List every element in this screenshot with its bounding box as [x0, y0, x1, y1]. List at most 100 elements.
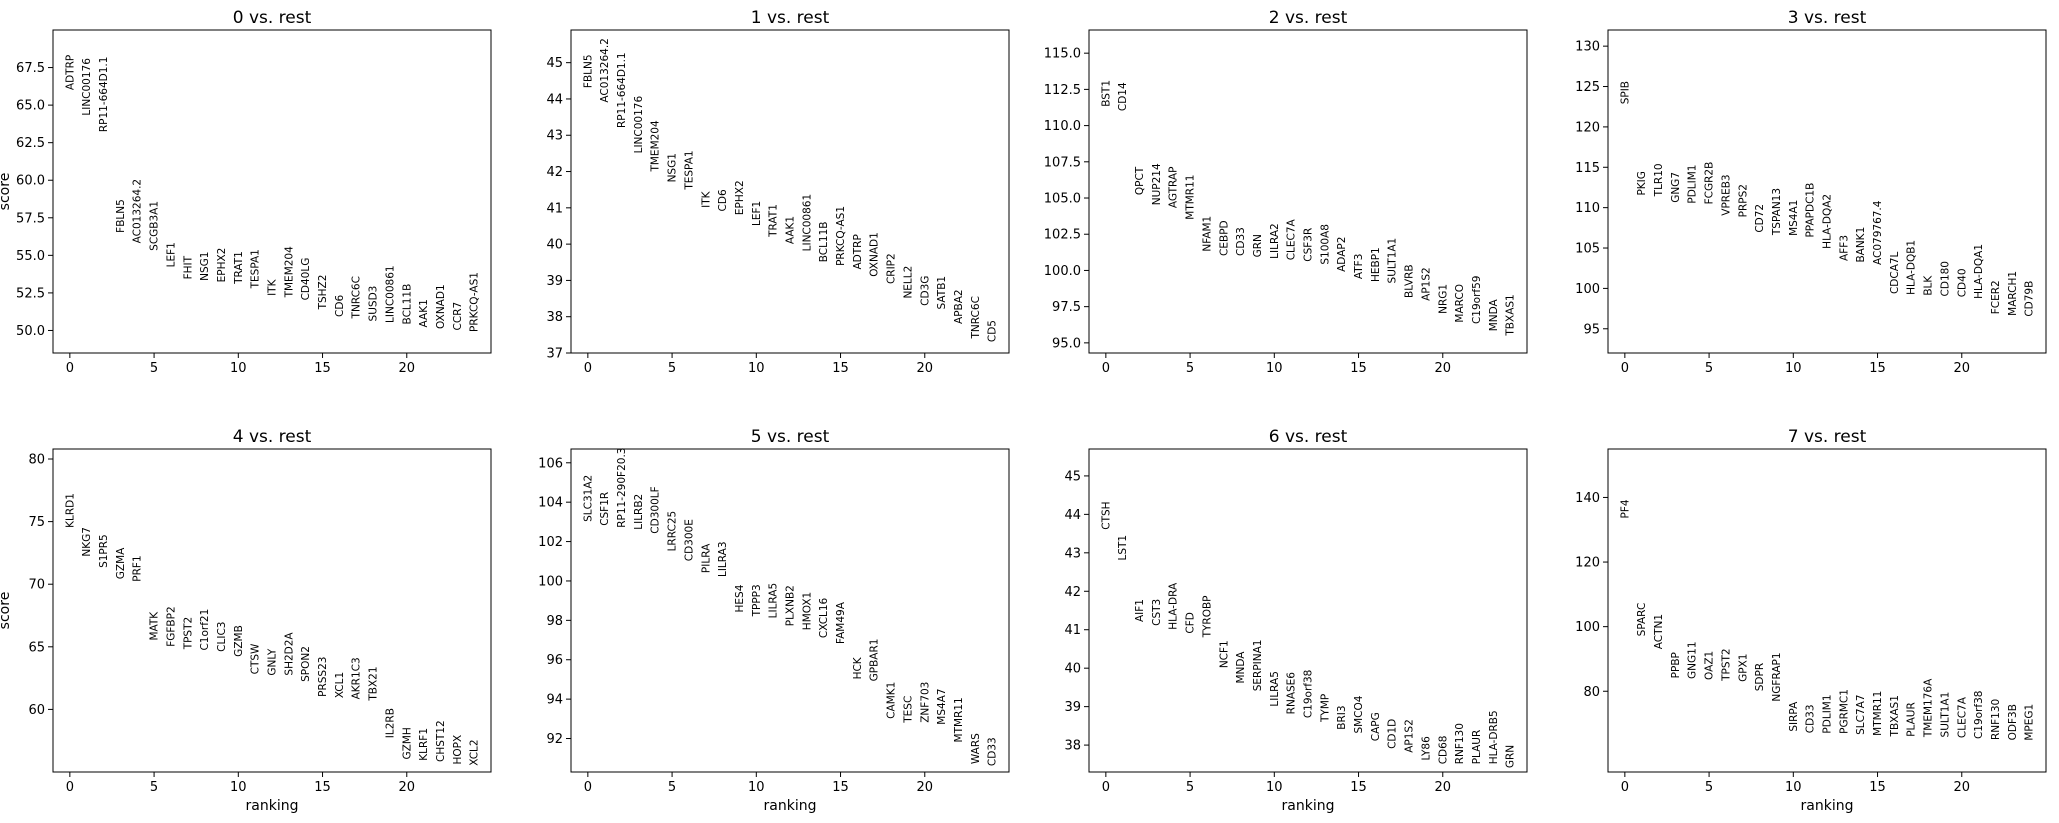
gene-label: HOPX [452, 735, 464, 765]
gene-label: SH2D2A [283, 632, 295, 676]
y-tick-label: 70 [28, 578, 45, 593]
gene-label: CSF3R [1303, 228, 1315, 262]
gene-label: QPCT [1134, 166, 1146, 195]
y-tick-label: 39 [546, 274, 563, 289]
gene-label: LILRA5 [1269, 671, 1281, 707]
gene-label: MPEG1 [2024, 704, 2036, 741]
gene-label: ATF3 [1353, 254, 1365, 280]
y-tick-label: 105 [1575, 242, 1600, 257]
gene-label: ITK [700, 190, 712, 208]
gene-label: LST1 [1117, 535, 1129, 561]
gene-label: SULT1A1 [1939, 692, 1951, 738]
x-tick-label: 15 [1869, 780, 1886, 795]
x-tick-label: 15 [1869, 361, 1886, 376]
y-tick-label: 45 [546, 56, 563, 71]
y-tick-label: 38 [1064, 739, 1081, 754]
gene-label: EPHX2 [734, 180, 746, 215]
y-tick-label: 43 [1064, 546, 1081, 561]
x-tick-label: 10 [1785, 780, 1802, 795]
panel-title: 1 vs. rest [751, 8, 830, 28]
gene-label: LRRC25 [667, 511, 679, 552]
y-tick-label: 52.5 [16, 286, 45, 301]
gene-label: GZMA [115, 547, 127, 579]
gene-label: NRG1 [1437, 284, 1449, 314]
y-tick-label: 38 [546, 310, 563, 325]
y-tick-label: 96 [546, 653, 563, 668]
gene-label: CAMK1 [886, 682, 898, 719]
gene-label: TSPAN13 [1771, 188, 1783, 236]
gene-label: APBA2 [953, 289, 965, 324]
gene-label: RNF130 [1454, 723, 1466, 764]
gene-label: NELL2 [902, 266, 914, 299]
gene-label: BRI3 [1336, 705, 1348, 729]
panel-title: 0 vs. rest [233, 8, 312, 28]
gene-label: PPBP [1670, 652, 1682, 678]
gene-label: NKG7 [81, 527, 93, 557]
x-tick-label: 5 [1186, 361, 1194, 376]
gene-label: HLA-DRA [1168, 582, 1180, 630]
x-tick-label: 15 [832, 361, 849, 376]
gene-label: MNDA [1235, 651, 1247, 684]
x-tick-label: 10 [1266, 361, 1283, 376]
gene-label: LILRA5 [768, 583, 780, 619]
x-tick-label: 5 [1705, 361, 1713, 376]
gene-label: CD14 [1117, 82, 1129, 111]
y-tick-label: 112.5 [1044, 83, 1081, 98]
y-tick-label: 100 [1575, 282, 1600, 297]
gene-label: NFAM1 [1201, 216, 1213, 252]
x-tick-label: 5 [668, 361, 676, 376]
x-tick-label: 10 [748, 361, 765, 376]
x-tick-label: 20 [398, 361, 415, 376]
gene-label: AC013264.2 [132, 179, 144, 243]
y-tick-label: 80 [28, 453, 45, 468]
y-tick-label: 40 [1064, 662, 1081, 677]
panel-4: 4 vs. rest 0 5 10 15 20 60 65 70 75 80 score ranking… [0, 427, 492, 814]
gene-label: HLA-DQB1 [1906, 240, 1918, 295]
gene-label: MARCO [1454, 284, 1466, 323]
panel-title: 7 vs. rest [1788, 427, 1867, 447]
x-tick-label: 0 [1621, 780, 1629, 795]
gene-label: IL2RB [384, 708, 396, 738]
gene-label: TLR10 [1653, 163, 1665, 197]
gene-label: OXNAD1 [435, 284, 447, 329]
gene-label: LILRA2 [1269, 223, 1281, 259]
gene-label: CDCA7L [1889, 251, 1901, 294]
y-tick-label: 100.0 [1044, 264, 1081, 279]
gene-label: EPHX2 [216, 248, 228, 283]
gene-label: CD40LG [300, 258, 312, 301]
gene-label: CLEC7A [1286, 218, 1298, 260]
y-tick-label: 57.5 [16, 211, 45, 226]
gene-label: TSHZ2 [317, 275, 329, 311]
gene-label: CTSW [250, 643, 262, 674]
gene-label: TPST2 [1720, 648, 1732, 682]
gene-label: CD33 [987, 737, 999, 766]
gene-label: XCL1 [334, 672, 346, 698]
gene-label: WARS [970, 733, 982, 764]
x-axis-label: ranking [246, 798, 299, 814]
y-axis-label: score [0, 592, 13, 630]
x-tick-label: 5 [150, 780, 158, 795]
gene-label: HMOX1 [801, 592, 813, 630]
panel-5: 5 vs. rest 0 5 10 15 20 92 94 96 98 100 102 104 106 ra… [538, 427, 1010, 814]
x-tick-label: 20 [1953, 780, 1970, 795]
x-tick-label: 10 [230, 361, 247, 376]
gene-label: GNLY [267, 648, 279, 675]
x-tick-label: 15 [1350, 780, 1367, 795]
y-tick-label: 102 [538, 535, 563, 550]
gene-label: RP11-664D1.1 [98, 57, 110, 133]
gene-label: SERPINA1 [1252, 640, 1264, 692]
y-tick-label: 107.5 [1044, 155, 1081, 170]
gene-label: PDLIM1 [1822, 694, 1834, 733]
gene-label: CD68 [1437, 736, 1449, 765]
gene-label: CD300LF [650, 486, 662, 533]
gene-label: KLRF1 [418, 728, 430, 761]
gene-label: SATB1 [936, 276, 948, 310]
x-tick-label: 20 [916, 361, 933, 376]
gene-label: BST1 [1100, 80, 1112, 107]
gene-label: BCL11B [401, 284, 413, 325]
y-tick-label: 41 [1064, 623, 1081, 638]
gene-label: ADTRP [852, 234, 864, 269]
x-tick-label: 20 [1953, 361, 1970, 376]
gene-label: PRSS23 [317, 657, 329, 697]
gene-label: ACTN1 [1653, 614, 1665, 649]
